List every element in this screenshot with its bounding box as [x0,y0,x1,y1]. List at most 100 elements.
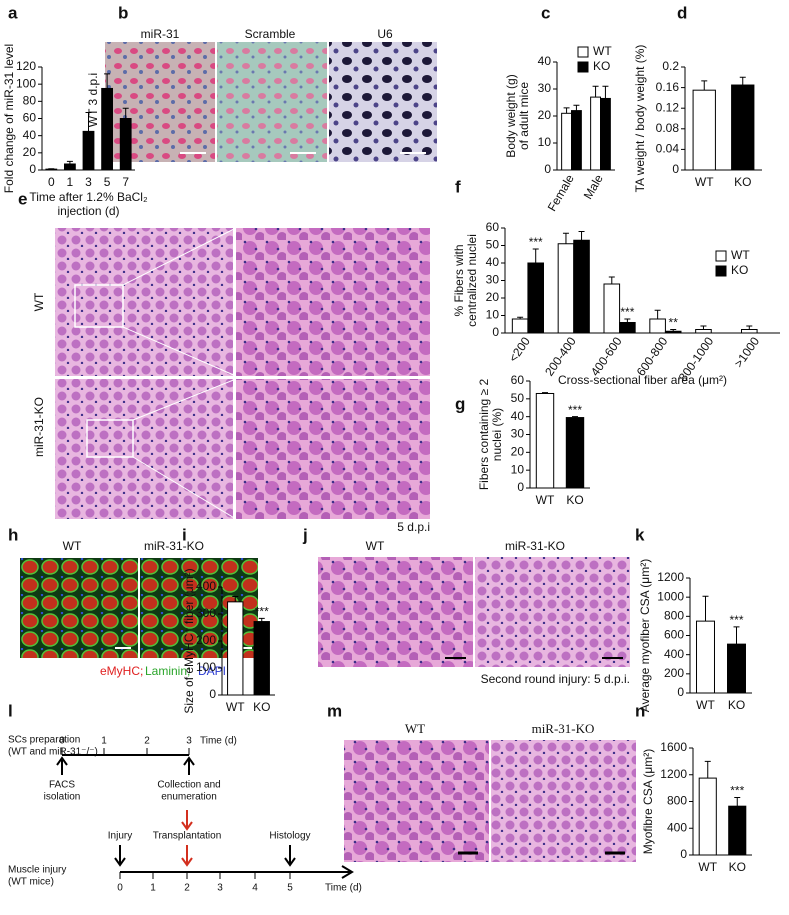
error-bar [122,107,129,119]
y-axis-label: Size of eMyHC⁺ fiber (μm²) [182,568,196,713]
y-axis-label: Myofibre CSA (μm²) [641,749,655,855]
legend-swatch [577,61,589,73]
panel-label: g [455,394,465,413]
y-tick-label: 0.12 [656,100,680,114]
y-tick-label: 0 [29,162,36,176]
error-bar [700,325,707,330]
arrow [183,756,195,775]
y-tick-label: 800 [664,609,684,623]
y-tick-label: 100 [196,660,216,674]
event-label: Histology [269,831,310,842]
arrow [284,845,296,867]
bar [45,168,58,171]
y-axis-label: TA weight / body weight (%) [633,45,647,193]
y-tick-label: 30 [511,427,525,441]
y-tick-label: 0 [492,325,499,339]
bar [119,118,132,171]
y-tick-label: 1200 [657,570,684,584]
y-tick-label: 30 [538,81,552,95]
y-tick-label: 20 [23,145,37,159]
y-tick-label: 20 [486,290,500,304]
bar [698,777,717,856]
x-tick-label: Female [545,172,577,214]
y-tick-label: 60 [511,373,525,387]
y-tick-label: 80 [23,94,37,108]
x-tick-label: WT [695,175,714,189]
x-axis-label: injection (d) [57,204,119,218]
event-label: Transplantation [153,831,222,842]
timeline-title: SCs preparation [8,735,80,746]
x-axis-label: Time after 1.2% BaCl₂ [29,190,148,204]
y-tick-label: 0 [680,847,687,861]
x-tick-label: 200-400 [542,334,579,378]
y-tick-label: 300 [196,606,216,620]
y-tick-label: 10 [538,135,552,149]
bar [571,110,582,171]
event-label: enumeration [161,792,217,803]
tick-label: 4 [252,883,258,894]
x-tick-label: 5 [104,175,111,189]
image-label: WT [63,539,82,553]
significance: *** [568,403,582,417]
legend-label: WT [593,44,612,58]
y-tick-label: 40 [538,54,552,68]
y-tick-label: 1600 [660,740,687,754]
event-label: isolation [44,792,81,803]
y-tick-label: 1200 [660,767,687,781]
legend-swatch [715,250,727,262]
bar [619,322,636,334]
y-tick-label: 0 [672,162,679,176]
bar [727,643,746,694]
y-tick-label: 0 [544,162,551,176]
y-axis-label: Fibers containing ≥ 2 [477,379,491,491]
x-tick-label: WT [696,698,715,712]
micrograph [236,379,430,519]
y-tick-label: 400 [196,579,216,593]
y-tick-label: 10 [511,462,525,476]
x-tick-label: KO [253,700,270,714]
caption: 5 d.p.i [397,520,430,534]
y-tick-label: 100 [16,76,36,90]
bar [557,243,575,334]
bar [535,392,555,489]
panel-label: d [677,3,687,22]
bar [590,96,602,171]
tick-label: 5 [287,883,293,894]
x-tick-label: 600-800 [634,334,671,378]
y-axis-label: Average myofiber CSA (μm²) [638,559,652,712]
bar [728,805,747,856]
micrograph [344,740,489,862]
tick-label: 2 [144,736,150,747]
legend-label: KO [731,263,748,277]
error-bar [602,85,609,99]
inset-line [132,378,237,421]
panel-label: h [8,525,18,544]
x-tick-label: >1000 [731,334,762,370]
y-tick-label: 60 [23,111,37,125]
micrograph [318,557,473,667]
bar [253,621,270,696]
micrograph [475,557,630,667]
x-tick-label: 400-600 [588,334,625,378]
error-bar [563,107,570,114]
tick-label: 2 [184,883,190,894]
x-tick-label: KO [728,698,745,712]
bar [511,318,529,334]
y-tick-label: 600 [664,628,684,642]
event-label: Collection and [157,780,220,791]
y-tick-label: 10 [486,308,500,322]
tick-label: 1 [150,883,156,894]
bar [603,283,621,334]
y-tick-label: 0.08 [656,121,680,135]
y-tick-label: 400 [667,820,687,834]
timeline-title: (WT mice) [8,877,54,888]
bar [731,84,755,171]
error-bar [85,111,92,132]
y-axis-label: of adult mice [517,82,531,150]
tick-label: 0 [59,736,65,747]
inset-line [132,456,237,520]
bar [649,318,666,334]
error-bar [572,416,578,418]
y-tick-label: 0 [517,480,524,494]
bar [101,87,113,171]
